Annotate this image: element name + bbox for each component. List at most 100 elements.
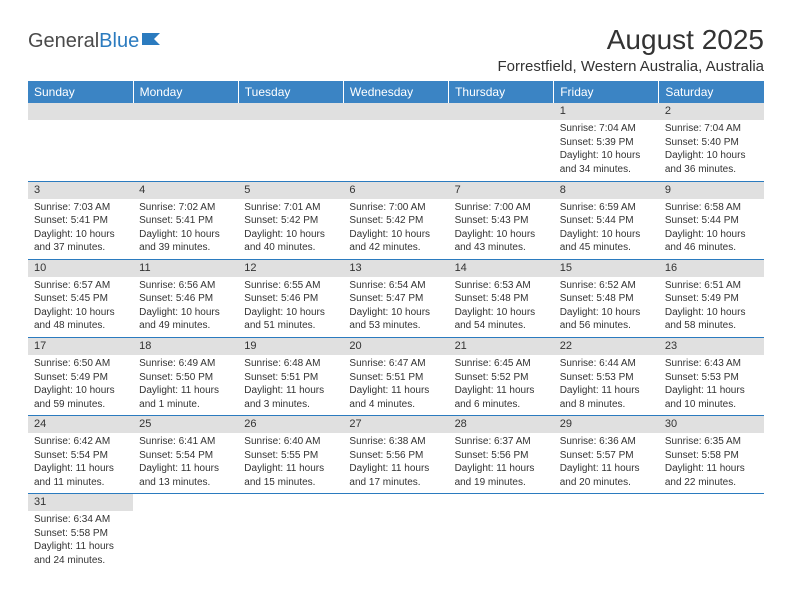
daylight-text: Daylight: 11 hours <box>665 462 758 476</box>
day-number: 17 <box>28 338 133 355</box>
daylight-text: and 53 minutes. <box>349 319 442 333</box>
day-number: 22 <box>554 338 659 355</box>
sunrise-text: Sunrise: 7:04 AM <box>665 122 758 136</box>
daylight-text: and 20 minutes. <box>560 476 653 490</box>
day-number: 25 <box>133 416 238 433</box>
sunrise-text: Sunrise: 6:56 AM <box>139 279 232 293</box>
sunset-text: Sunset: 5:48 PM <box>560 292 653 306</box>
sunrise-text: Sunrise: 6:43 AM <box>665 357 758 371</box>
day-number: 20 <box>343 338 448 355</box>
calendar-day: 4Sunrise: 7:02 AMSunset: 5:41 PMDaylight… <box>133 181 238 259</box>
day-header: Sunday <box>28 81 133 103</box>
sunset-text: Sunset: 5:40 PM <box>665 136 758 150</box>
sunrise-text: Sunrise: 7:03 AM <box>34 201 127 215</box>
day-number <box>343 103 448 120</box>
calendar-day-empty <box>28 103 133 181</box>
daylight-text: and 59 minutes. <box>34 398 127 412</box>
daylight-text: Daylight: 10 hours <box>244 228 337 242</box>
day-details: Sunrise: 7:00 AMSunset: 5:43 PMDaylight:… <box>449 199 554 259</box>
sunset-text: Sunset: 5:50 PM <box>139 371 232 385</box>
day-number: 12 <box>238 260 343 277</box>
sunrise-text: Sunrise: 6:47 AM <box>349 357 442 371</box>
sunrise-text: Sunrise: 6:50 AM <box>34 357 127 371</box>
daylight-text: Daylight: 10 hours <box>139 228 232 242</box>
calendar-day-empty <box>554 494 659 572</box>
day-number: 5 <box>238 182 343 199</box>
day-number: 29 <box>554 416 659 433</box>
calendar-table: SundayMondayTuesdayWednesdayThursdayFrid… <box>28 81 764 572</box>
calendar-week: 31Sunrise: 6:34 AMSunset: 5:58 PMDayligh… <box>28 494 764 572</box>
sunset-text: Sunset: 5:56 PM <box>455 449 548 463</box>
daylight-text: and 45 minutes. <box>560 241 653 255</box>
sunrise-text: Sunrise: 7:00 AM <box>455 201 548 215</box>
daylight-text: Daylight: 10 hours <box>34 384 127 398</box>
calendar-day: 17Sunrise: 6:50 AMSunset: 5:49 PMDayligh… <box>28 337 133 415</box>
calendar-day: 10Sunrise: 6:57 AMSunset: 5:45 PMDayligh… <box>28 259 133 337</box>
daylight-text: Daylight: 10 hours <box>455 306 548 320</box>
sunrise-text: Sunrise: 7:02 AM <box>139 201 232 215</box>
day-number: 4 <box>133 182 238 199</box>
sunset-text: Sunset: 5:58 PM <box>34 527 127 541</box>
day-details: Sunrise: 6:45 AMSunset: 5:52 PMDaylight:… <box>449 355 554 415</box>
day-details: Sunrise: 6:42 AMSunset: 5:54 PMDaylight:… <box>28 433 133 493</box>
day-number: 31 <box>28 494 133 511</box>
daylight-text: Daylight: 10 hours <box>34 228 127 242</box>
daylight-text: and 19 minutes. <box>455 476 548 490</box>
sunrise-text: Sunrise: 6:36 AM <box>560 435 653 449</box>
calendar-day-empty <box>659 494 764 572</box>
day-header: Wednesday <box>343 81 448 103</box>
sunset-text: Sunset: 5:46 PM <box>244 292 337 306</box>
daylight-text: Daylight: 11 hours <box>560 384 653 398</box>
sunrise-text: Sunrise: 6:48 AM <box>244 357 337 371</box>
day-number: 24 <box>28 416 133 433</box>
daylight-text: Daylight: 10 hours <box>665 228 758 242</box>
calendar-day: 29Sunrise: 6:36 AMSunset: 5:57 PMDayligh… <box>554 416 659 494</box>
day-number: 21 <box>449 338 554 355</box>
daylight-text: Daylight: 11 hours <box>34 462 127 476</box>
daylight-text: and 15 minutes. <box>244 476 337 490</box>
sunset-text: Sunset: 5:44 PM <box>560 214 653 228</box>
day-number: 16 <box>659 260 764 277</box>
daylight-text: Daylight: 11 hours <box>455 462 548 476</box>
day-details: Sunrise: 6:47 AMSunset: 5:51 PMDaylight:… <box>343 355 448 415</box>
day-number: 28 <box>449 416 554 433</box>
sunset-text: Sunset: 5:39 PM <box>560 136 653 150</box>
calendar-day: 19Sunrise: 6:48 AMSunset: 5:51 PMDayligh… <box>238 337 343 415</box>
daylight-text: Daylight: 11 hours <box>244 462 337 476</box>
daylight-text: and 34 minutes. <box>560 163 653 177</box>
calendar-day: 1Sunrise: 7:04 AMSunset: 5:39 PMDaylight… <box>554 103 659 181</box>
daylight-text: and 56 minutes. <box>560 319 653 333</box>
daylight-text: Daylight: 10 hours <box>665 306 758 320</box>
daylight-text: Daylight: 10 hours <box>139 306 232 320</box>
daylight-text: and 49 minutes. <box>139 319 232 333</box>
daylight-text: and 40 minutes. <box>244 241 337 255</box>
sunset-text: Sunset: 5:51 PM <box>244 371 337 385</box>
sunrise-text: Sunrise: 6:52 AM <box>560 279 653 293</box>
sunrise-text: Sunrise: 6:34 AM <box>34 513 127 527</box>
daylight-text: Daylight: 10 hours <box>349 228 442 242</box>
day-number: 10 <box>28 260 133 277</box>
daylight-text: and 22 minutes. <box>665 476 758 490</box>
sunrise-text: Sunrise: 6:35 AM <box>665 435 758 449</box>
calendar-day-empty <box>449 103 554 181</box>
logo: GeneralBlue <box>28 24 164 53</box>
day-details: Sunrise: 6:49 AMSunset: 5:50 PMDaylight:… <box>133 355 238 415</box>
daylight-text: Daylight: 11 hours <box>139 384 232 398</box>
day-details: Sunrise: 7:04 AMSunset: 5:40 PMDaylight:… <box>659 120 764 180</box>
calendar-week: 1Sunrise: 7:04 AMSunset: 5:39 PMDaylight… <box>28 103 764 181</box>
daylight-text: Daylight: 11 hours <box>139 462 232 476</box>
daylight-text: and 51 minutes. <box>244 319 337 333</box>
day-number: 23 <box>659 338 764 355</box>
calendar-day: 22Sunrise: 6:44 AMSunset: 5:53 PMDayligh… <box>554 337 659 415</box>
sunrise-text: Sunrise: 7:01 AM <box>244 201 337 215</box>
day-number: 11 <box>133 260 238 277</box>
daylight-text: and 8 minutes. <box>560 398 653 412</box>
daylight-text: and 4 minutes. <box>349 398 442 412</box>
day-details: Sunrise: 7:03 AMSunset: 5:41 PMDaylight:… <box>28 199 133 259</box>
daylight-text: and 13 minutes. <box>139 476 232 490</box>
calendar-day-empty <box>238 494 343 572</box>
sunset-text: Sunset: 5:45 PM <box>34 292 127 306</box>
daylight-text: and 46 minutes. <box>665 241 758 255</box>
calendar-day: 13Sunrise: 6:54 AMSunset: 5:47 PMDayligh… <box>343 259 448 337</box>
day-number: 2 <box>659 103 764 120</box>
